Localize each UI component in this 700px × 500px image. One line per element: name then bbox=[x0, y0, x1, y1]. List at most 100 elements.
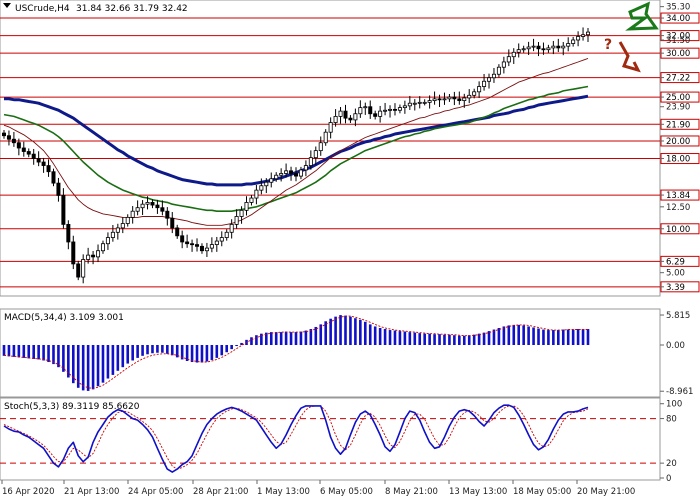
macd-bar bbox=[62, 345, 65, 372]
candle-body bbox=[259, 185, 264, 191]
macd-bar bbox=[448, 334, 451, 346]
macd-bar bbox=[324, 321, 327, 346]
macd-bar bbox=[482, 332, 486, 346]
macd-bar bbox=[329, 318, 332, 346]
macd-bar bbox=[359, 319, 362, 346]
candle-body bbox=[284, 170, 289, 174]
candle-body bbox=[308, 157, 313, 166]
macd-bar bbox=[116, 345, 120, 371]
price-axis-label: 31.50 bbox=[666, 36, 690, 46]
x-axis-label: 1 May 13:00 bbox=[257, 487, 310, 497]
candle-body bbox=[581, 34, 586, 37]
candle-body bbox=[51, 171, 56, 184]
macd-bar bbox=[240, 342, 243, 346]
macd-bar bbox=[17, 345, 21, 358]
macd-bar bbox=[339, 315, 342, 346]
macd-bar bbox=[205, 345, 209, 362]
candle-body bbox=[71, 241, 76, 265]
price-axis-label: 10.00 bbox=[666, 225, 690, 235]
candle-body bbox=[46, 165, 51, 173]
candle-body bbox=[353, 113, 358, 121]
ma-mid-line bbox=[3, 85, 589, 212]
macd-bar bbox=[7, 345, 11, 357]
macd-bar bbox=[141, 345, 144, 356]
macd-bar bbox=[314, 326, 318, 346]
macd-bar bbox=[27, 345, 31, 359]
candle-body bbox=[566, 43, 571, 47]
candle-body bbox=[576, 36, 581, 41]
macd-bar bbox=[71, 345, 75, 384]
macd-bar bbox=[349, 316, 352, 346]
macd-bar bbox=[581, 329, 585, 346]
macd-bar bbox=[502, 326, 506, 346]
candle-body bbox=[26, 151, 31, 155]
candle-body bbox=[16, 142, 21, 149]
macd-bar bbox=[235, 345, 238, 347]
candle-body bbox=[501, 61, 506, 68]
x-axis-label: 18 May 05:00 bbox=[513, 487, 571, 497]
candle-body bbox=[457, 98, 462, 101]
candle-body bbox=[491, 73, 496, 79]
macd-bar bbox=[96, 345, 100, 387]
candle-body bbox=[199, 245, 204, 252]
macd-bar bbox=[289, 332, 293, 346]
candle-body bbox=[412, 102, 417, 105]
price-axis-label: 21.90 bbox=[666, 120, 690, 130]
macd-bar bbox=[522, 325, 525, 346]
candle-body bbox=[541, 48, 546, 51]
macd-bar bbox=[547, 330, 550, 346]
macd-bar bbox=[269, 332, 273, 346]
macd-bar bbox=[126, 345, 130, 364]
macd-bar bbox=[467, 335, 471, 346]
macd-bar bbox=[22, 345, 26, 358]
candle-body bbox=[2, 132, 7, 137]
candle-body bbox=[323, 131, 328, 144]
macd-bar bbox=[299, 331, 303, 346]
candle-body bbox=[373, 113, 378, 117]
macd-bar bbox=[47, 345, 50, 363]
stoch-title: Stoch(5,3,3) 89.3119 85.6620 bbox=[4, 402, 140, 412]
price-axis-label: 23.90 bbox=[666, 103, 690, 113]
ohlc-label: 31.84 32.66 31.79 32.42 bbox=[76, 4, 188, 14]
macd-axis-label: -8.961 bbox=[666, 387, 693, 397]
candle-body bbox=[551, 45, 556, 49]
macd-bar bbox=[52, 345, 55, 365]
candle-body bbox=[462, 97, 467, 101]
price-axis-label: 35.30 bbox=[666, 3, 690, 13]
macd-bar bbox=[576, 329, 580, 346]
macd-bar bbox=[378, 327, 382, 346]
macd-bar bbox=[566, 329, 570, 346]
macd-bar bbox=[487, 331, 491, 346]
macd-bar bbox=[443, 334, 446, 346]
stoch-axis-label: 20 bbox=[666, 459, 677, 469]
candle-body bbox=[472, 91, 477, 96]
candle-body bbox=[556, 45, 561, 49]
macd-bar bbox=[492, 329, 496, 346]
candle-body bbox=[571, 39, 576, 44]
candle-body bbox=[96, 250, 101, 258]
stoch-panel bbox=[0, 397, 661, 481]
macd-bar bbox=[170, 345, 174, 356]
candle-body bbox=[511, 51, 516, 58]
dropdown-triangle-icon[interactable] bbox=[3, 3, 11, 8]
price-axis-label: 6.29 bbox=[666, 257, 685, 267]
candle-body bbox=[407, 102, 412, 107]
macd-bar bbox=[37, 345, 40, 360]
candle-body bbox=[76, 263, 81, 278]
candle-body bbox=[150, 202, 155, 206]
macd-bar bbox=[309, 329, 313, 346]
candle-body bbox=[11, 138, 16, 144]
candle-body bbox=[214, 240, 219, 245]
macd-bar bbox=[81, 345, 85, 391]
question-mark: ? bbox=[604, 37, 612, 53]
macd-bar bbox=[2, 345, 6, 356]
candle-body bbox=[402, 105, 407, 109]
candle-body bbox=[229, 223, 234, 233]
candle-body bbox=[378, 110, 383, 117]
candle-body bbox=[383, 109, 388, 112]
candle-body bbox=[224, 231, 229, 238]
candle-body bbox=[36, 158, 41, 163]
candle-body bbox=[531, 45, 536, 48]
candle-body bbox=[234, 216, 239, 225]
candle-body bbox=[274, 174, 279, 180]
